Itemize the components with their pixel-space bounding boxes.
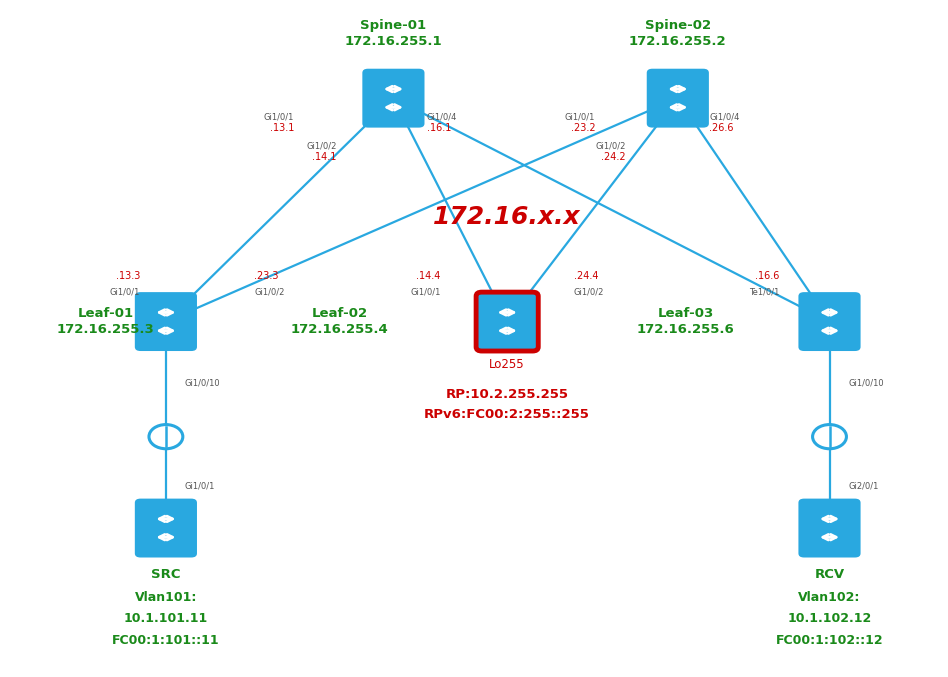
Text: Gi1/0/10: Gi1/0/10 [848, 378, 884, 387]
FancyBboxPatch shape [476, 292, 538, 351]
Text: RPv6:FC00:2:255::255: RPv6:FC00:2:255::255 [425, 408, 590, 421]
Text: 10.1.102.12: 10.1.102.12 [788, 612, 871, 626]
Text: Gi1/0/4: Gi1/0/4 [427, 113, 457, 122]
FancyBboxPatch shape [647, 68, 709, 127]
Text: .14.4: .14.4 [416, 271, 441, 281]
Text: RCV: RCV [814, 567, 845, 581]
Text: Gi1/0/1: Gi1/0/1 [110, 288, 140, 297]
FancyBboxPatch shape [362, 68, 425, 127]
Text: Spine-02
172.16.255.2: Spine-02 172.16.255.2 [629, 20, 726, 48]
Text: Gi1/0/2: Gi1/0/2 [306, 141, 337, 150]
Text: Gi1/0/1: Gi1/0/1 [264, 113, 294, 122]
Text: Spine-01
172.16.255.1: Spine-01 172.16.255.1 [345, 20, 442, 48]
Text: Leaf-01
172.16.255.3: Leaf-01 172.16.255.3 [57, 307, 155, 336]
Text: .16.6: .16.6 [755, 271, 779, 281]
FancyBboxPatch shape [798, 498, 861, 558]
FancyBboxPatch shape [135, 292, 197, 351]
Text: Leaf-02
172.16.255.4: Leaf-02 172.16.255.4 [291, 307, 389, 336]
Text: .23.3: .23.3 [254, 271, 279, 281]
Text: SRC: SRC [151, 567, 181, 581]
FancyBboxPatch shape [135, 498, 197, 558]
Text: .24.2: .24.2 [601, 152, 626, 162]
Text: Gi1/0/4: Gi1/0/4 [709, 113, 739, 122]
Text: Gi2/0/1: Gi2/0/1 [848, 481, 879, 491]
Text: Lo255: Lo255 [489, 357, 525, 371]
Text: Gi1/0/1: Gi1/0/1 [410, 288, 441, 297]
Text: Vlan102:: Vlan102: [798, 590, 861, 604]
Text: Gi1/0/2: Gi1/0/2 [574, 288, 604, 297]
Text: .26.6: .26.6 [709, 123, 734, 133]
Text: .16.1: .16.1 [427, 123, 451, 133]
Text: .23.2: .23.2 [571, 123, 595, 133]
Text: FC00:1:102::12: FC00:1:102::12 [775, 634, 884, 647]
FancyBboxPatch shape [798, 292, 861, 351]
Circle shape [812, 424, 847, 449]
Text: RP:10.2.255.255: RP:10.2.255.255 [446, 387, 569, 401]
Text: .14.1: .14.1 [312, 152, 337, 162]
Circle shape [149, 424, 183, 449]
Text: Gi1/0/2: Gi1/0/2 [595, 141, 626, 150]
Text: Gi1/0/1: Gi1/0/1 [185, 481, 215, 491]
Text: Vlan101:: Vlan101: [135, 590, 197, 604]
Text: Gi1/0/2: Gi1/0/2 [254, 288, 284, 297]
Text: Gi1/0/10: Gi1/0/10 [185, 378, 221, 387]
Text: Leaf-03
172.16.255.6: Leaf-03 172.16.255.6 [637, 307, 735, 336]
Text: .13.3: .13.3 [116, 271, 140, 281]
Text: 172.16.x.x: 172.16.x.x [433, 204, 581, 229]
Text: Te1/0/1: Te1/0/1 [749, 288, 779, 297]
Text: 10.1.101.11: 10.1.101.11 [124, 612, 208, 626]
Text: .13.1: .13.1 [269, 123, 294, 133]
Text: Gi1/0/1: Gi1/0/1 [565, 113, 595, 122]
Text: FC00:1:101::11: FC00:1:101::11 [112, 634, 220, 647]
Text: .24.4: .24.4 [574, 271, 598, 281]
